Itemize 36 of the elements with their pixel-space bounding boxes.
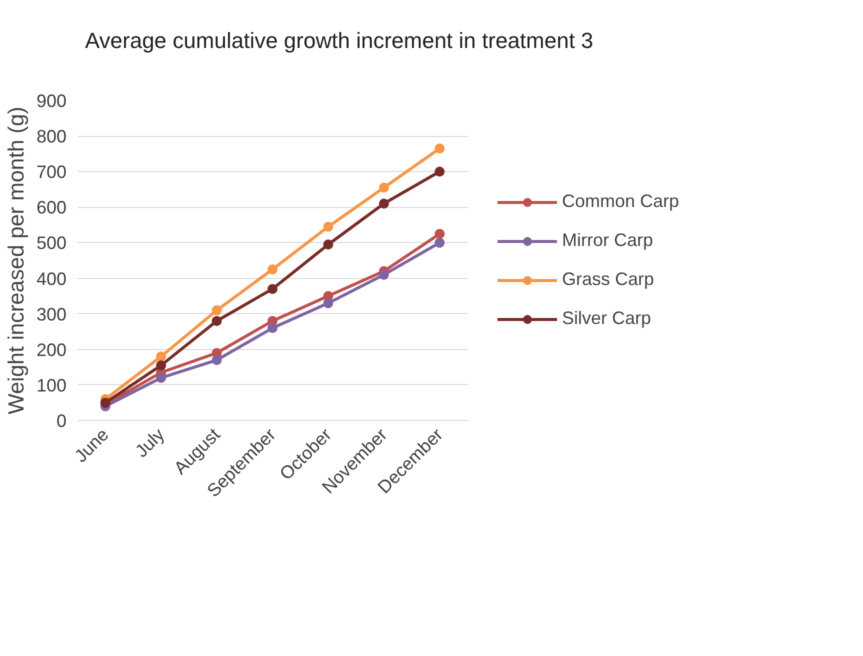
- y-tick-label: 0: [56, 411, 67, 431]
- legend-label: Silver Carp: [562, 308, 652, 329]
- y-tick-label: 600: [36, 198, 67, 218]
- point: [212, 355, 222, 366]
- point: [378, 182, 389, 193]
- y-tick-label: 200: [36, 340, 67, 360]
- y-tick-label: 500: [36, 233, 67, 254]
- point: [323, 240, 334, 250]
- y-tick-label: 400: [36, 268, 67, 289]
- point: [434, 238, 445, 248]
- legend-label: Mirror Carp: [562, 230, 654, 251]
- point: [323, 298, 334, 308]
- y-tick-label: 700: [36, 162, 67, 182]
- legend-label: Grass Carp: [562, 269, 654, 290]
- point: [378, 198, 389, 209]
- point: [378, 270, 389, 280]
- y-axis-title: Weight increased per month (g): [3, 106, 28, 414]
- y-tick-label: 800: [36, 126, 67, 147]
- point: [212, 316, 222, 326]
- chart-title: Average cumulative growth increment in treatment 3: [85, 27, 594, 55]
- y-tick-label: 100: [36, 375, 67, 396]
- point: [268, 284, 278, 294]
- point: [156, 352, 166, 362]
- point: [434, 166, 445, 177]
- legend-label: Common Carp: [562, 191, 680, 212]
- point: [434, 228, 445, 239]
- point: [156, 360, 166, 370]
- point: [268, 323, 278, 334]
- y-tick-label: 900: [36, 91, 67, 111]
- point: [156, 372, 166, 383]
- x-tick-label: July: [131, 424, 168, 462]
- point: [212, 305, 222, 316]
- point: [434, 144, 445, 154]
- y-tick-label: 300: [36, 304, 67, 324]
- point: [323, 222, 334, 232]
- point: [268, 264, 278, 274]
